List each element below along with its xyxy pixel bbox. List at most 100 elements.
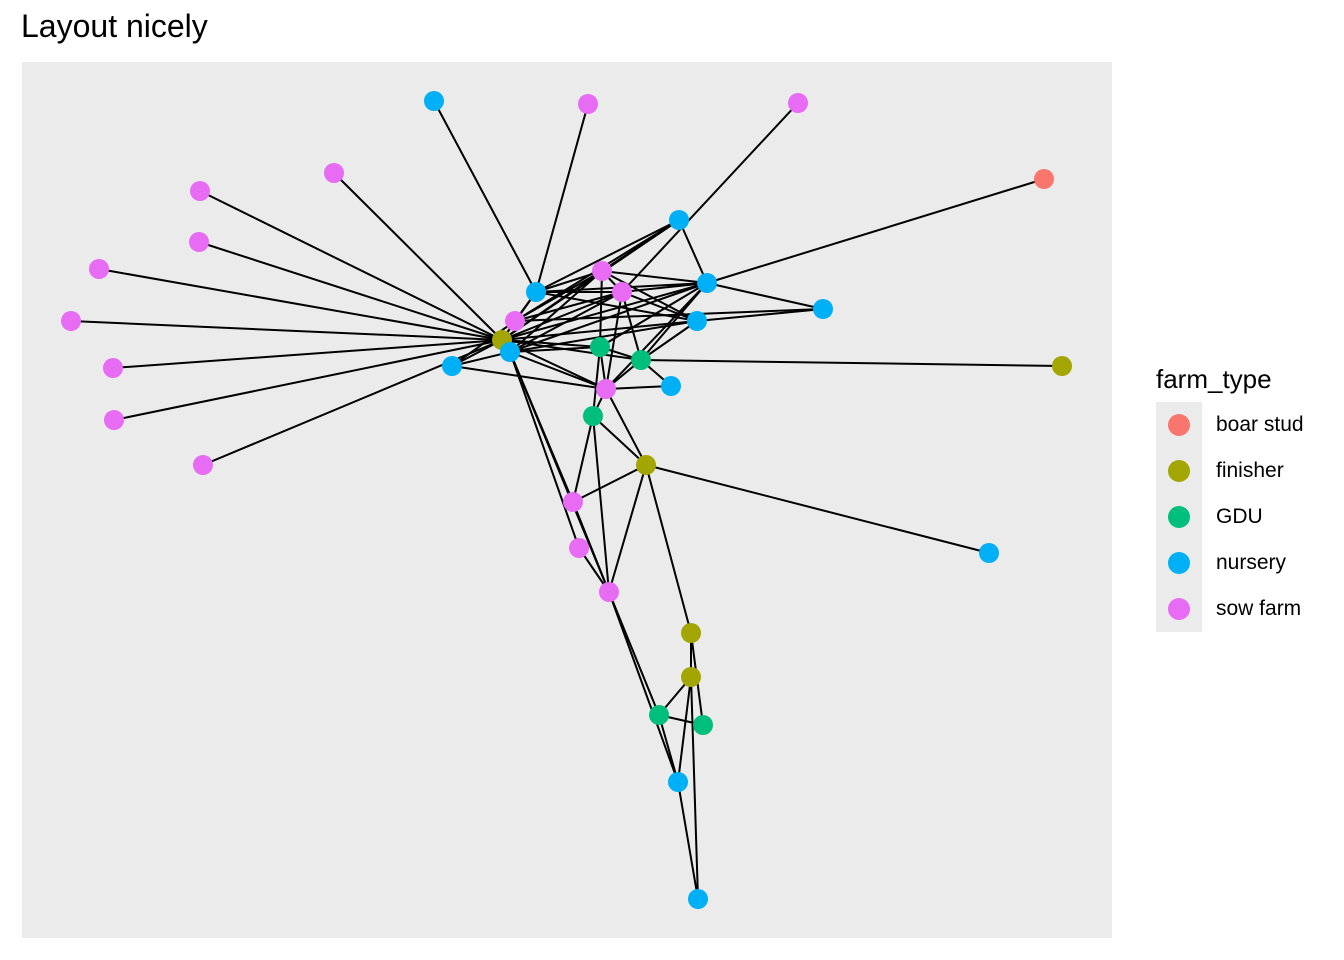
edge-G3-S5 (572, 415, 594, 503)
node-N12 (424, 91, 444, 111)
edge-S5-S7 (572, 501, 610, 593)
edge-N6-G2 (640, 320, 698, 361)
edge-G3-S7 (592, 415, 610, 593)
node-S5 (563, 492, 583, 512)
legend-label-finisher: finisher (1216, 459, 1284, 482)
edge-N3-S4 (451, 365, 607, 390)
node-S3 (612, 282, 632, 302)
node-N11 (979, 543, 999, 563)
legend-title: farm_type (1156, 364, 1272, 394)
edge-N4-S4 (605, 282, 708, 390)
edge-S7-N9 (608, 591, 679, 783)
edge-S2-N5 (601, 219, 680, 272)
edge-S1-N7 (514, 308, 824, 322)
edge-N4-G1 (599, 282, 708, 348)
node-S2 (592, 261, 612, 281)
edge-S1-N3 (451, 320, 516, 367)
node-S11 (190, 181, 210, 201)
node-N6 (687, 311, 707, 331)
node-F3 (681, 623, 701, 643)
edge-S4-N8 (605, 385, 672, 390)
node-S13 (89, 259, 109, 279)
edge-S15-F1 (112, 339, 503, 369)
node-S9 (788, 93, 808, 113)
node-F5 (1052, 356, 1072, 376)
edge-N6-N7 (696, 308, 824, 322)
edge-F4-N9 (677, 676, 692, 783)
edge-N1-S2 (509, 270, 603, 353)
node-N10 (688, 889, 708, 909)
legend-item-nursery: nursery (1156, 540, 1304, 586)
edge-S8-N2 (535, 103, 589, 293)
legend-key (1156, 402, 1202, 448)
edge-N2-N6 (535, 291, 698, 322)
edge-F4-N10 (690, 676, 699, 900)
edge-S6-N1 (509, 351, 580, 549)
node-N7 (813, 299, 833, 319)
legend-key (1156, 586, 1202, 632)
legend-label-boar-stud: boar stud (1216, 413, 1304, 436)
legend-label-gdu: GDU (1216, 505, 1263, 528)
node-N4 (697, 273, 717, 293)
edge-N1-G1 (509, 346, 601, 353)
legend-dot-boar-stud (1168, 414, 1190, 436)
node-N3 (442, 356, 462, 376)
node-F4 (681, 667, 701, 687)
edge-N12-N2 (433, 100, 537, 293)
edge-S4-F2 (605, 388, 647, 466)
node-N9 (668, 772, 688, 792)
node-S10 (324, 163, 344, 183)
edge-S3-N4 (621, 282, 708, 293)
edge-F2-N11 (645, 464, 990, 554)
edge-N9-N10 (677, 781, 699, 900)
edge-G4-N9 (658, 714, 679, 783)
edge-N1-S3 (509, 291, 623, 353)
node-N5 (669, 210, 689, 230)
edge-S12-F1 (198, 241, 503, 341)
node-S12 (189, 232, 209, 252)
node-S16 (104, 410, 124, 430)
legend-dot-gdu (1168, 506, 1190, 528)
legend-key (1156, 448, 1202, 494)
legend-label-nursery: nursery (1216, 551, 1287, 574)
edge-G3-F2 (592, 415, 647, 466)
legend-item-boar-stud: boar stud (1156, 402, 1304, 448)
node-G1 (590, 337, 610, 357)
legend: farm_type boar stud finisher GDU nursery… (1156, 362, 1304, 632)
legend-dot-finisher (1168, 460, 1190, 482)
edge-S2-N4 (601, 270, 708, 284)
node-N2 (526, 282, 546, 302)
node-S15 (103, 358, 123, 378)
node-S8 (578, 94, 598, 114)
legend-item-sow-farm: sow farm (1156, 586, 1304, 632)
node-S6 (569, 538, 589, 558)
legend-item-finisher: finisher (1156, 448, 1304, 494)
edge-S3-N6 (621, 291, 698, 322)
legend-label-sow-farm: sow farm (1216, 597, 1302, 620)
edge-N4-N7 (706, 282, 824, 310)
edge-B1-N4 (706, 178, 1045, 284)
edge-G1-G3 (592, 346, 601, 417)
edge-F5-G2 (640, 359, 1063, 367)
edge-S9-S3 (621, 102, 799, 293)
legend-item-gdu: GDU (1156, 494, 1304, 540)
edge-F2-S5 (572, 464, 647, 503)
legend-key (1156, 540, 1202, 586)
edge-N1-S4 (509, 351, 607, 390)
edge-S3-S4 (605, 291, 623, 390)
edge-F2-S7 (608, 464, 647, 593)
node-G4 (649, 705, 669, 725)
edge-S14-F1 (70, 320, 503, 341)
edge-N2-N5 (535, 219, 680, 293)
edge-F1-N4 (501, 282, 708, 341)
edge-S3-G2 (621, 291, 642, 361)
plot-title: Layout nicely (21, 8, 208, 44)
node-S17 (193, 455, 213, 475)
node-F2 (636, 455, 656, 475)
legend-key (1156, 494, 1202, 540)
node-S1 (505, 311, 525, 331)
nodes-layer (61, 91, 1072, 909)
node-N1 (500, 342, 520, 362)
edge-F1-G1 (501, 339, 601, 348)
